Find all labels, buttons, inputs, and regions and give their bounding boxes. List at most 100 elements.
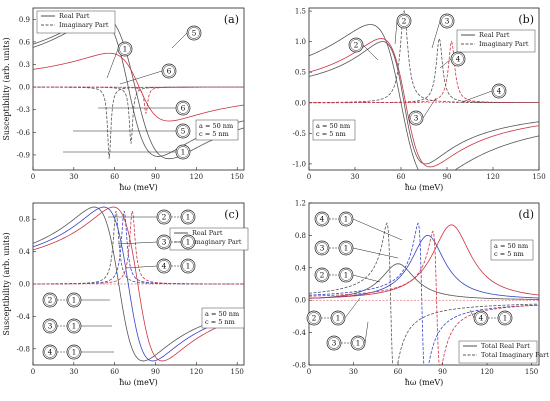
transition-label: 1: [63, 144, 191, 160]
annotation-text: c = 5 nm: [316, 130, 346, 138]
series-line-dash-2: [309, 9, 539, 104]
label-circle-inner: [182, 211, 194, 223]
label-pointer: [171, 32, 188, 49]
series-line-solid-6: [33, 52, 244, 122]
legend-entry: Total Imaginary Part: [481, 351, 549, 359]
x-tick-label: 150: [532, 173, 545, 181]
transition-label: 2: [394, 13, 412, 45]
label-circle-inner: [499, 312, 511, 324]
annotation-text: a = 50 nm: [494, 242, 528, 250]
label-number: 4: [162, 262, 167, 271]
series-line-solid-4to1: [309, 224, 539, 299]
label-number: 1: [344, 215, 349, 224]
parameter-annotation: a = 50 nmc = 5 nm: [201, 307, 245, 329]
label-circle-inner: [44, 294, 56, 306]
series-line-solid-2: [309, 24, 539, 170]
label-circle-inner: [44, 346, 56, 358]
legend-entry: Real Part: [479, 31, 510, 39]
label-pointer: [422, 97, 437, 119]
series-line-dash-4: [309, 40, 539, 104]
series-line-dash-5: [33, 86, 244, 144]
transition-label: 6: [98, 100, 191, 116]
label-circle-inner: [340, 242, 352, 254]
label-number: 2: [48, 296, 53, 305]
panel-b: 0 30 60 90 120 150 1.5 1.0 0.5 0.0 -0.5 -1.0 ħω (meV…: [293, 8, 546, 192]
label-circle: [180, 234, 196, 250]
label-number: 2: [312, 314, 317, 323]
x-tick-label: 30: [349, 368, 358, 376]
annotation-text: c = 5 nm: [205, 318, 235, 326]
label-number: 4: [479, 314, 484, 323]
label-circle-inner: [177, 146, 189, 158]
label-circle-inner: [163, 65, 175, 77]
plot-frame: [308, 202, 540, 366]
x-tick-label: 120: [190, 173, 203, 181]
y-tick-label: 0.9: [19, 16, 30, 24]
panel-label: (d): [518, 208, 534, 221]
y-tick-label: 0.8: [19, 216, 30, 224]
y-tick-label: 0.0: [295, 297, 306, 305]
x-axis-label: ħω (meV): [119, 183, 158, 192]
transition-label: 3: [408, 97, 437, 126]
label-circle-inner: [410, 112, 422, 124]
y-tick-label: 0.8: [295, 232, 306, 240]
label-number: 4: [497, 87, 502, 96]
y-tick-label: -0.8: [293, 362, 307, 370]
label-number: 1: [186, 238, 191, 247]
y-tick-label: 1.2: [295, 200, 306, 208]
label-circle-inner: [44, 320, 56, 332]
x-axis-label: ħω (meV): [405, 378, 444, 387]
parameter-annotation: a = 50 nmc = 5 nm: [490, 239, 534, 261]
x-tick-label: 30: [69, 368, 78, 376]
label-circle-inner: [398, 15, 410, 27]
parameter-annotation: a = 50 nmc = 5 nm: [195, 119, 239, 141]
label-circle-inner: [68, 346, 80, 358]
x-tick-label: 90: [151, 368, 160, 376]
label-number: 2: [402, 17, 407, 26]
label-number: 6: [181, 104, 186, 113]
label-number: 1: [72, 322, 77, 331]
annotation-text: a = 50 nm: [199, 122, 233, 130]
y-tick-label: -0.3: [17, 106, 31, 114]
label-number: 1: [344, 244, 349, 253]
label-number: 1: [72, 348, 77, 357]
label-circle-inner: [316, 242, 328, 254]
plot-frame: [308, 7, 540, 171]
label-circle: [180, 258, 196, 274]
transition-label: 2: [348, 37, 379, 61]
label-number: 1: [186, 213, 191, 222]
label-pointer: [352, 247, 399, 259]
label-number: 5: [192, 29, 197, 38]
transition-label: 5: [171, 25, 202, 49]
transition-label: 6: [119, 63, 177, 85]
y-tick-label: 0.0: [295, 99, 306, 107]
legend-box: [458, 340, 538, 364]
x-tick-label: 60: [397, 173, 406, 181]
panel-c: 0 30 60 90 120 150 0.8 0.4 0.0 -0.4 -0.8 ħω (meV) Su…: [2, 202, 249, 387]
x-tick-label: 0: [31, 173, 35, 181]
label-pointer: [352, 274, 381, 283]
y-tick-label: 0.5: [295, 69, 306, 77]
label-circle-inner: [340, 269, 352, 281]
annotation-box: [312, 119, 356, 141]
legend-box: [36, 10, 116, 34]
y-tick-label: -1.0: [293, 160, 307, 168]
annotation-box: [201, 307, 245, 329]
series-line-solid-3: [309, 41, 539, 165]
transition-label: 5: [73, 123, 191, 139]
label-circle-inner: [188, 27, 200, 39]
label-circle: [497, 310, 513, 326]
label-circle-inner: [493, 85, 505, 97]
label-number: 1: [181, 148, 186, 157]
panel-label: (b): [518, 13, 534, 26]
label-pointer: [344, 297, 361, 319]
